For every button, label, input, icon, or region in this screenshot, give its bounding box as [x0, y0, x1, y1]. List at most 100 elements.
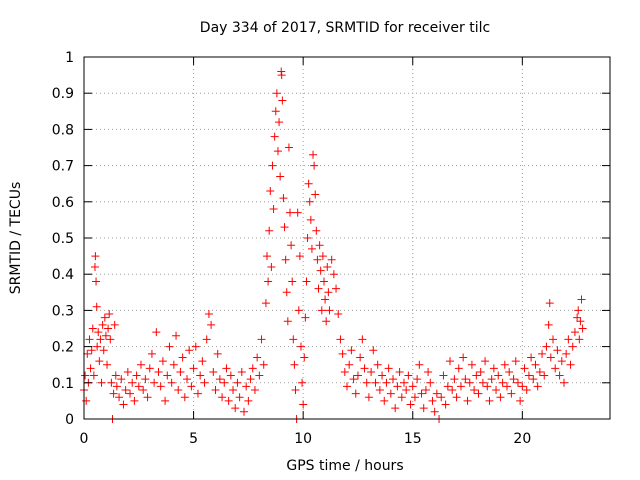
- data-point: [545, 299, 554, 308]
- data-point: [576, 317, 585, 326]
- data-point: [505, 367, 514, 376]
- data-point: [204, 310, 213, 319]
- y-tick-label: 0.8: [52, 122, 74, 138]
- data-point: [318, 252, 327, 261]
- data-point: [109, 389, 118, 398]
- data-point: [485, 396, 494, 405]
- data-point: [533, 382, 542, 391]
- data-point: [317, 306, 326, 315]
- data-point: [286, 208, 295, 217]
- data-point: [551, 364, 560, 373]
- data-point: [295, 252, 304, 261]
- data-point: [269, 205, 278, 214]
- x-tick-label: 0: [80, 431, 89, 447]
- data-point: [154, 367, 163, 376]
- data-point: [483, 382, 492, 391]
- data-point: [281, 255, 290, 264]
- data-point: [309, 150, 318, 159]
- data-point: [529, 375, 538, 384]
- data-point: [577, 295, 586, 304]
- data-point: [98, 320, 107, 329]
- data-point: [110, 320, 119, 329]
- data-point: [345, 360, 354, 369]
- data-point: [408, 382, 417, 391]
- data-point: [310, 161, 319, 170]
- data-point: [322, 317, 331, 326]
- data-point: [474, 389, 483, 398]
- data-point: [250, 386, 259, 395]
- data-point: [226, 371, 235, 380]
- data-point: [276, 172, 285, 181]
- data-point: [441, 400, 450, 409]
- data-point: [143, 393, 152, 402]
- data-point: [244, 396, 253, 405]
- y-axis-label: SRMTID / TECUs: [8, 182, 24, 295]
- data-point: [83, 349, 92, 358]
- data-point: [136, 360, 145, 369]
- data-point: [492, 386, 501, 395]
- data-point: [165, 342, 174, 351]
- y-tick-label: 0.7: [52, 159, 74, 175]
- data-point: [263, 252, 272, 261]
- data-point: [211, 386, 220, 395]
- data-point: [340, 367, 349, 376]
- data-point: [489, 364, 498, 373]
- data-point: [100, 313, 109, 322]
- data-point: [126, 389, 135, 398]
- data-point: [498, 378, 507, 387]
- data-point: [220, 378, 229, 387]
- data-point: [562, 349, 571, 358]
- data-point: [358, 335, 367, 344]
- data-point: [463, 396, 472, 405]
- data-point: [291, 386, 300, 395]
- data-point: [280, 223, 289, 232]
- data-point: [207, 320, 216, 329]
- data-point: [439, 371, 448, 380]
- data-point: [316, 266, 325, 275]
- data-point: [356, 353, 365, 362]
- data-point: [456, 382, 465, 391]
- data-point: [373, 360, 382, 369]
- x-tick-label: 10: [294, 431, 312, 447]
- data-point: [271, 107, 280, 116]
- data-point: [86, 364, 95, 373]
- data-point: [487, 375, 496, 384]
- data-point: [105, 310, 114, 319]
- data-point: [334, 310, 343, 319]
- data-point: [294, 306, 303, 315]
- data-point: [289, 335, 298, 344]
- data-point: [119, 400, 128, 409]
- data-point: [367, 367, 376, 376]
- data-point: [461, 375, 470, 384]
- y-tick-label: 0: [65, 412, 74, 428]
- data-point: [574, 306, 583, 315]
- data-point: [343, 382, 351, 391]
- data-point: [278, 96, 287, 105]
- data-point: [298, 378, 307, 387]
- data-point: [564, 335, 573, 344]
- data-point: [448, 386, 457, 395]
- data-point: [233, 378, 242, 387]
- data-point: [89, 371, 98, 380]
- data-point: [313, 255, 322, 264]
- data-point: [248, 364, 257, 373]
- data-points: [80, 67, 587, 423]
- data-point: [329, 270, 338, 279]
- data-point: [134, 382, 143, 391]
- data-point: [90, 262, 99, 271]
- data-point: [266, 186, 275, 195]
- data-point: [538, 349, 547, 358]
- data-point: [336, 335, 345, 344]
- data-point: [389, 375, 398, 384]
- data-point: [518, 382, 527, 391]
- data-point: [327, 255, 336, 264]
- data-point: [121, 386, 130, 395]
- data-point: [163, 371, 172, 380]
- data-point: [191, 342, 200, 351]
- data-point: [301, 313, 310, 322]
- data-point: [293, 208, 302, 217]
- data-point: [306, 215, 315, 224]
- y-tick-label: 0.3: [52, 303, 74, 319]
- data-point: [478, 378, 487, 387]
- data-point: [169, 360, 178, 369]
